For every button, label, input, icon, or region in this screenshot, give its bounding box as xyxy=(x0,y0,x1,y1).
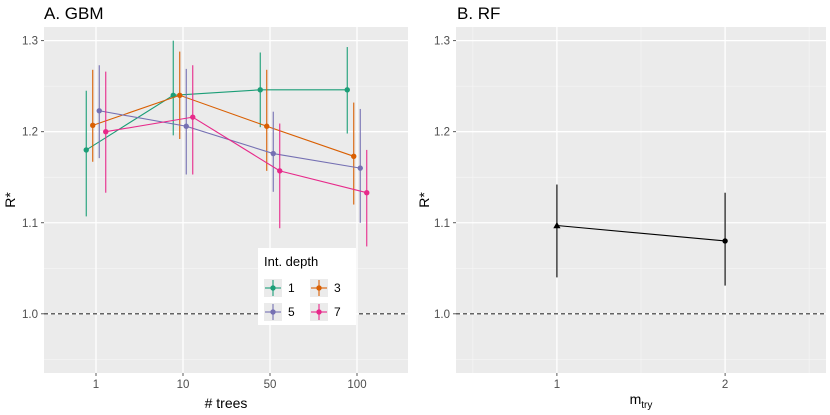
data-point xyxy=(103,129,109,135)
data-point xyxy=(277,168,283,174)
panel-b-y-label: R* xyxy=(416,192,432,208)
data-point xyxy=(722,238,728,244)
panel-a-y-label: R* xyxy=(2,192,18,208)
x-label-main: m xyxy=(630,391,642,407)
legend-entry-1: 1 xyxy=(264,279,295,297)
data-point xyxy=(553,221,561,229)
data-point xyxy=(183,123,189,129)
x-tick-label: 50 xyxy=(264,379,277,391)
panel-b-title: B. RF xyxy=(457,4,500,23)
panel-gbm: A. GBM 1.01.11.21.3 1 10 50 100 # trees R* … xyxy=(2,4,408,411)
legend-key-point xyxy=(270,285,276,291)
panel-a-series xyxy=(83,40,370,247)
data-point xyxy=(344,87,350,93)
data-point xyxy=(96,108,102,114)
x-tick-label: 1 xyxy=(93,379,99,391)
y-tick-label: 1.2 xyxy=(434,127,450,139)
series-line xyxy=(85,89,348,151)
panel-a-title: A. GBM xyxy=(44,4,104,23)
panel-b-x-label: mtry xyxy=(630,391,653,411)
series-line xyxy=(105,116,367,194)
data-point xyxy=(264,123,270,129)
legend-key-point xyxy=(316,285,322,291)
data-point xyxy=(190,114,196,120)
y-tick-label: 1.1 xyxy=(22,218,38,230)
legend-entry-7: 7 xyxy=(310,303,341,321)
legend-label: 5 xyxy=(288,305,295,319)
panel-a-x-label: # trees xyxy=(205,395,248,411)
panel-a-legend: Int. depth 1 3 5 7 xyxy=(258,248,356,325)
y-tick-label: 1.1 xyxy=(434,218,450,230)
legend-entry-3: 3 xyxy=(310,279,341,297)
legend-label: 3 xyxy=(334,281,341,295)
legend-key-point xyxy=(270,309,276,315)
data-point xyxy=(83,147,89,153)
data-point xyxy=(351,153,357,159)
series-depth-7 xyxy=(103,65,370,247)
legend-label: 1 xyxy=(288,281,295,295)
data-point xyxy=(357,165,363,171)
series-line xyxy=(556,224,726,242)
data-point xyxy=(257,87,263,93)
y-tick-label: 1.3 xyxy=(434,36,450,48)
panel-b-gridlines xyxy=(456,27,826,373)
series-depth-1 xyxy=(83,40,350,217)
series-rf xyxy=(553,184,728,286)
legend-entry-5: 5 xyxy=(264,303,295,321)
legend-label: 7 xyxy=(334,305,341,319)
y-tick-label: 1.0 xyxy=(22,309,38,321)
data-point xyxy=(270,150,276,157)
y-tick-label: 1.3 xyxy=(22,36,38,48)
data-point xyxy=(364,190,370,196)
x-tick-label: 2 xyxy=(722,379,728,391)
panel-a-x-ticks: 1 10 50 100 xyxy=(93,373,367,391)
y-tick-label: 1.0 xyxy=(434,309,450,321)
x-label-subscript: try xyxy=(641,400,652,411)
panel-b-series xyxy=(553,184,728,286)
data-point xyxy=(177,92,183,98)
x-tick-label: 1 xyxy=(554,379,560,391)
series-depth-3 xyxy=(90,51,357,205)
panel-b-y-ticks: 1.0 1.1 1.2 1.3 xyxy=(434,36,456,321)
panel-a-y-ticks: 1.0 1.1 1.2 1.3 xyxy=(22,36,44,321)
series-line xyxy=(92,94,354,157)
data-point xyxy=(90,122,96,129)
legend-key-point xyxy=(316,309,322,315)
y-tick-label: 1.2 xyxy=(22,127,38,139)
x-tick-label: 10 xyxy=(177,379,190,391)
legend-title: Int. depth xyxy=(264,254,318,269)
x-tick-label: 100 xyxy=(347,379,366,391)
